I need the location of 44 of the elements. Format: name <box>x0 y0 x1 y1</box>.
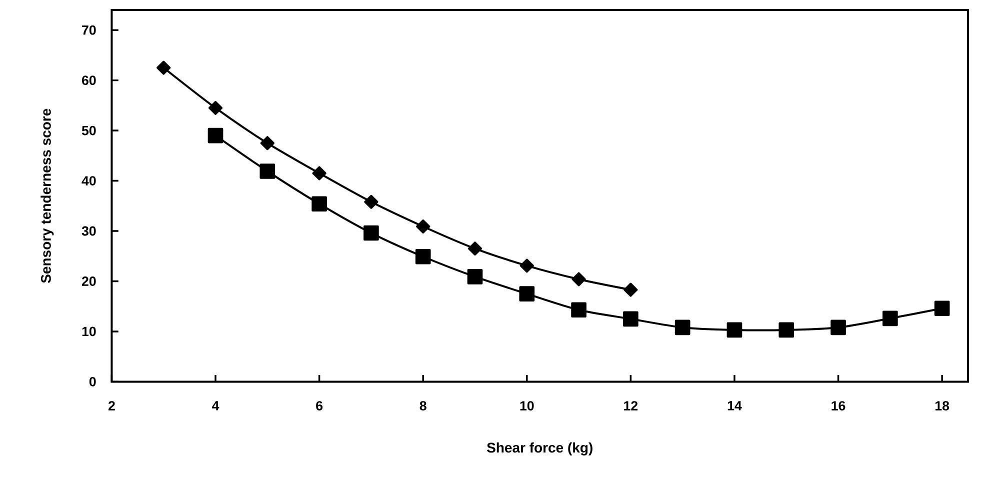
point <box>674 320 690 336</box>
point <box>623 311 638 327</box>
x-tick-label: 6 <box>316 401 323 411</box>
x-tick-label: 10 <box>520 401 534 411</box>
point <box>156 60 171 75</box>
y-tick-label: 60 <box>82 76 96 86</box>
point <box>519 286 535 302</box>
point <box>312 166 326 180</box>
y-tick-label: 70 <box>82 25 96 35</box>
point <box>208 100 223 115</box>
point <box>571 302 586 318</box>
point <box>726 322 742 338</box>
point <box>468 242 482 256</box>
x-tick-label: 2 <box>108 401 115 410</box>
point <box>830 320 846 336</box>
x-tick-label: 18 <box>935 401 950 411</box>
point <box>312 196 327 212</box>
point <box>882 310 898 326</box>
point <box>208 128 224 144</box>
point <box>624 282 638 297</box>
point <box>364 225 379 241</box>
y-tick-label: 20 <box>82 276 96 286</box>
y-tick-label: 0 <box>89 376 96 386</box>
point <box>260 136 274 150</box>
y-tick-label: 10 <box>82 326 96 336</box>
x-axis-title: Shear force (kg) <box>486 442 592 456</box>
point <box>364 194 378 209</box>
y-tick-label: 50 <box>82 126 96 136</box>
point <box>520 258 534 273</box>
x-tick-label: 8 <box>420 401 426 411</box>
point <box>416 219 430 234</box>
point <box>778 322 794 338</box>
x-tick-label: 4 <box>212 401 220 410</box>
x-tick-label: 16 <box>832 401 846 411</box>
y-axis-title: Sensory tenderness score <box>40 108 54 283</box>
x-tick-label: 14 <box>728 401 742 410</box>
point <box>934 300 950 316</box>
point <box>467 269 483 284</box>
x-tick-label: 12 <box>624 401 638 410</box>
point <box>572 272 586 286</box>
point <box>415 248 431 264</box>
y-tick-label: 30 <box>82 226 96 236</box>
y-tick-label: 40 <box>82 176 96 186</box>
point <box>260 164 276 179</box>
